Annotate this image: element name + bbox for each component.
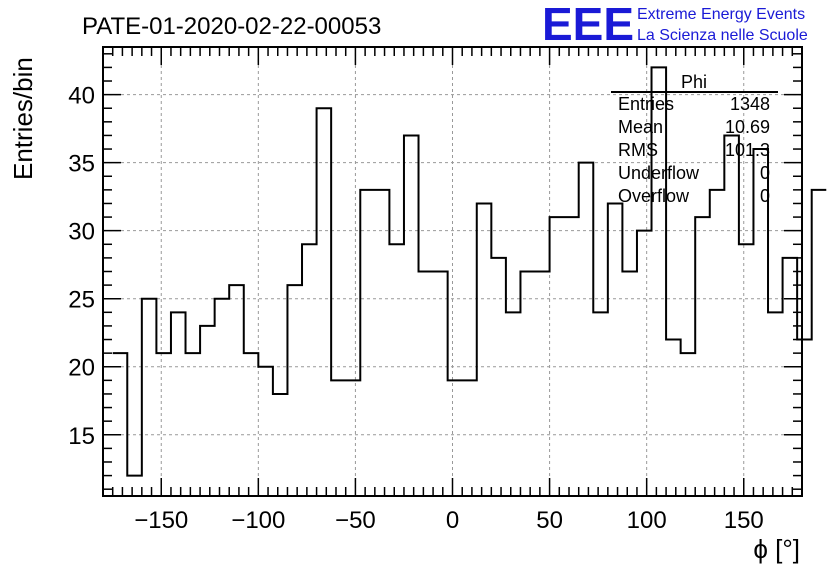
x-tick-label: 0 (446, 507, 459, 534)
y-tick-label: 15 (68, 423, 95, 450)
y-tick-label: 35 (68, 151, 95, 178)
stats-row-label: RMS (618, 140, 658, 160)
logo-line-2: La Scienza nelle Scuole (637, 27, 808, 44)
stats-row-label: Overflow (618, 186, 690, 206)
tick-labels: −150 −100 −50 0 50 100 150 15 20 25 30 35 40 (68, 83, 763, 534)
grid-lines (103, 47, 802, 496)
x-tick-label: −50 (335, 507, 376, 534)
x-tick-label: 50 (536, 507, 563, 534)
x-tick-label: −150 (134, 507, 188, 534)
x-tick-label: 100 (627, 507, 667, 534)
x-tick-label: 150 (724, 507, 764, 534)
stats-box: Phi Entries 1348 Mean 10.69 RMS 101.3 Underflo… (611, 72, 778, 206)
y-tick-label: 40 (68, 83, 95, 110)
chart-title: PATE-01-2020-02-22-00053 (82, 13, 381, 40)
logo-line-1: Extreme Energy Events (637, 6, 805, 23)
stats-row-value: 10.69 (725, 117, 770, 137)
stats-rows: Entries 1348 Mean 10.69 RMS 101.3 Underflow 0 Ov… (618, 94, 770, 206)
stats-row-label: Entries (618, 94, 674, 114)
axis-ticks (103, 47, 802, 496)
y-tick-label: 30 (68, 219, 95, 246)
stats-row-label: Underflow (618, 163, 700, 183)
stats-title: Phi (681, 72, 707, 92)
stats-row-value: 0 (760, 163, 770, 183)
histogram-series (112, 66, 827, 477)
stats-row-value: 101.3 (725, 140, 770, 160)
stats-row-label: Mean (618, 117, 663, 137)
stats-row-value: 0 (760, 186, 770, 206)
y-axis-label: Entries/bin (8, 57, 38, 180)
eee-logo: EEE Extreme Energy Events La Scienza nel… (542, 0, 808, 50)
stats-row-value: 1348 (730, 94, 770, 114)
x-tick-label: −100 (231, 507, 285, 534)
x-axis-label: ϕ [°] (753, 534, 800, 564)
y-tick-label: 25 (68, 287, 95, 314)
plot-frame (102, 46, 803, 497)
y-tick-label: 20 (68, 355, 95, 382)
logo-mark: EEE (542, 0, 634, 50)
